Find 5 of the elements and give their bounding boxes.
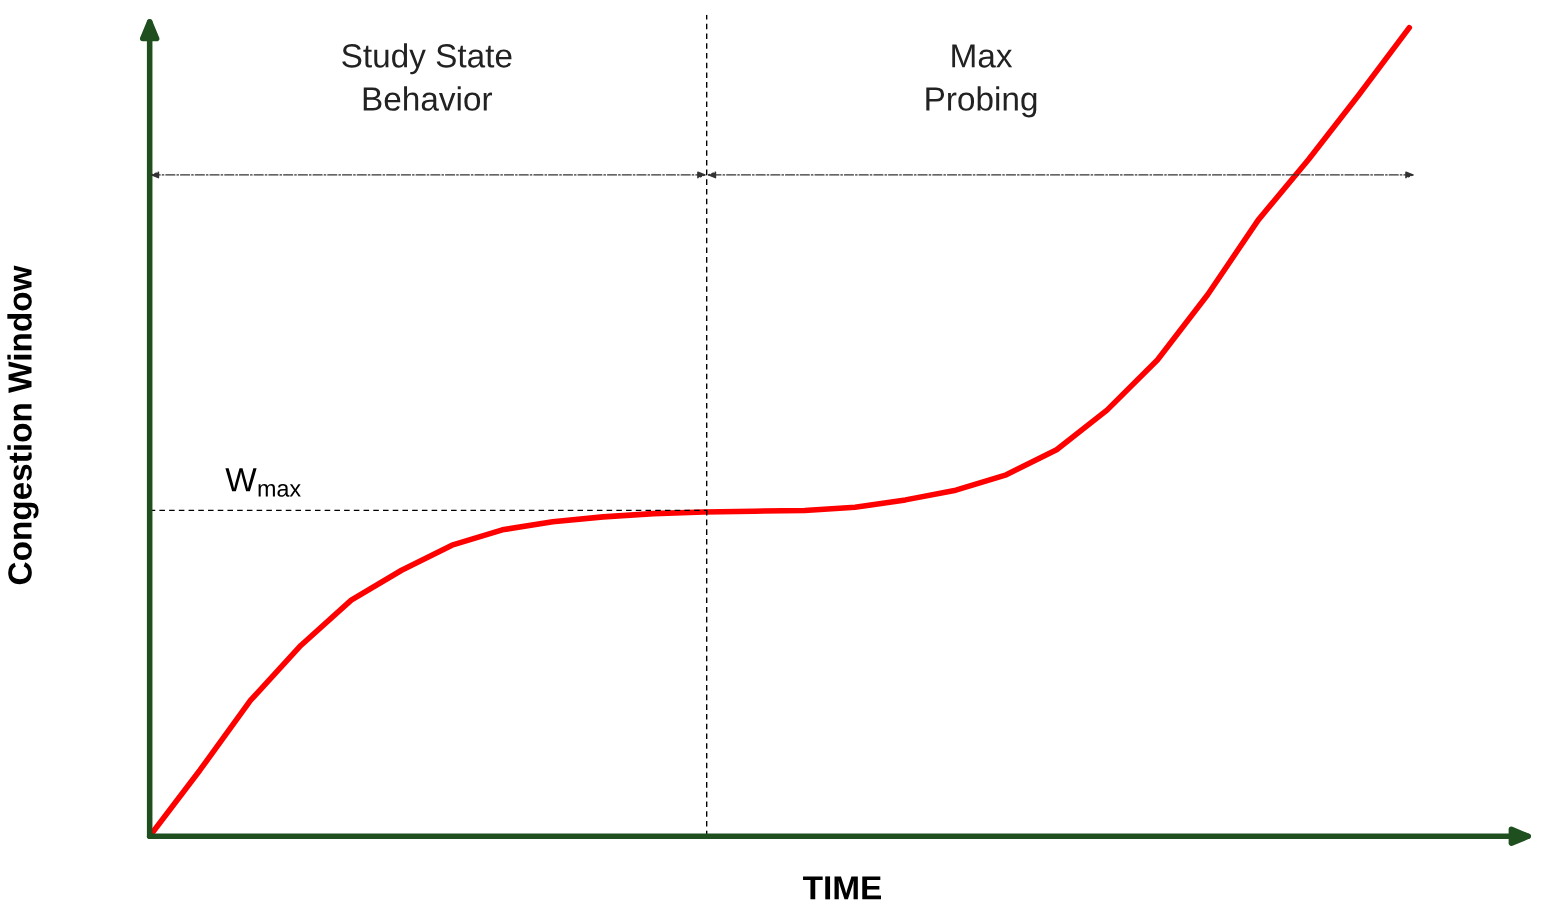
ref-line-label: W$_{max}$ [225, 468, 301, 497]
annotation: Max Probing [926, 44, 1037, 118]
y-axis-title: Congestion Window [7, 265, 39, 585]
x-axis-title: TIME [803, 876, 881, 900]
annotation: Study State Behavior [342, 43, 512, 111]
